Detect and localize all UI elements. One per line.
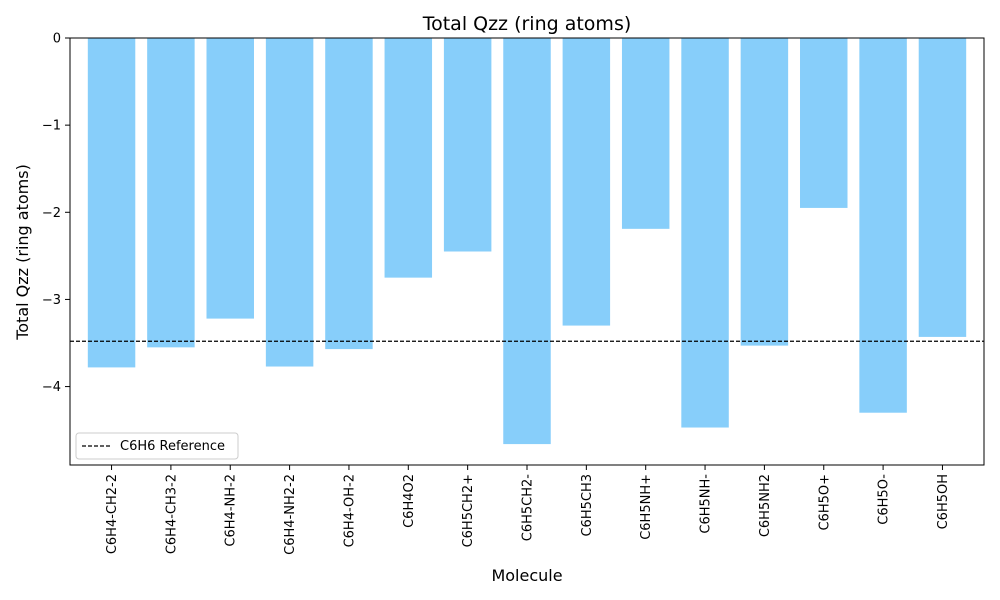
legend-reference-label: C6H6 Reference: [120, 439, 225, 454]
x-tick-label: C6H5O+: [817, 474, 832, 531]
legend-box: [75, 432, 239, 460]
bar-C6H5NH-: [681, 38, 729, 428]
x-tick-label: C6H4-OH-2: [342, 474, 357, 547]
x-tick-label: C6H5CH2+: [461, 474, 476, 547]
x-tick-label: C6H5NH+: [639, 474, 654, 540]
bar-C6H5O-: [859, 38, 907, 413]
bar-C6H5O+: [800, 38, 848, 208]
bar-C6H4-OH-2: [325, 38, 373, 350]
bars-group: [87, 38, 967, 445]
bar-C6H5CH2-: [503, 38, 551, 445]
x-tick-label: C6H5CH2-: [521, 474, 536, 542]
x-tick-label: C6H4O2: [402, 474, 417, 528]
bar-C6H4-CH2-2: [87, 38, 136, 368]
y-tick-label: 0: [53, 32, 61, 47]
x-tick-label: C6H5OH: [936, 474, 951, 529]
x-tick-label: C6H5NH2: [758, 474, 773, 537]
y-axis-ticks: 0 −1 −2 −3 −4: [42, 32, 70, 395]
chart-title: Total Qzz (ring atoms): [422, 13, 632, 35]
bar-C6H4O2: [384, 38, 433, 278]
bar-C6H4-NH2-2: [265, 38, 314, 367]
bar-C6H4-NH-2: [206, 38, 254, 319]
y-tick-label: −1: [42, 119, 61, 134]
x-axis-title: Molecule: [491, 566, 562, 585]
x-tick-label: C6H5NH-: [699, 474, 714, 534]
bar-C6H5OH: [918, 38, 967, 337]
x-tick-label: C6H4-CH3-2: [164, 474, 179, 554]
legend: C6H6 Reference: [75, 432, 239, 460]
bar-C6H5NH2: [740, 38, 789, 346]
x-tick-label: C6H4-NH-2: [224, 474, 239, 547]
y-axis-title: Total Qzz (ring atoms): [13, 164, 32, 341]
bar-C6H5NH+: [621, 38, 670, 229]
bar-C6H5CH3: [562, 38, 611, 326]
x-tick-label: C6H4-CH2-2: [105, 474, 120, 554]
bar-C6H5CH2+: [443, 38, 492, 252]
bar-C6H4-CH3-2: [147, 38, 195, 348]
y-tick-label: −4: [42, 380, 61, 395]
x-axis-ticks: C6H4-CH2-2 C6H4-CH3-2 C6H4-NH-2 C6H4-NH2-2 C…: [105, 465, 951, 555]
x-tick-label: C6H4-NH2-2: [283, 474, 298, 555]
x-tick-label: C6H5O-: [877, 474, 892, 525]
x-tick-label: C6H5CH3: [580, 474, 595, 537]
y-tick-label: −3: [42, 293, 61, 308]
y-tick-label: −2: [42, 206, 61, 221]
